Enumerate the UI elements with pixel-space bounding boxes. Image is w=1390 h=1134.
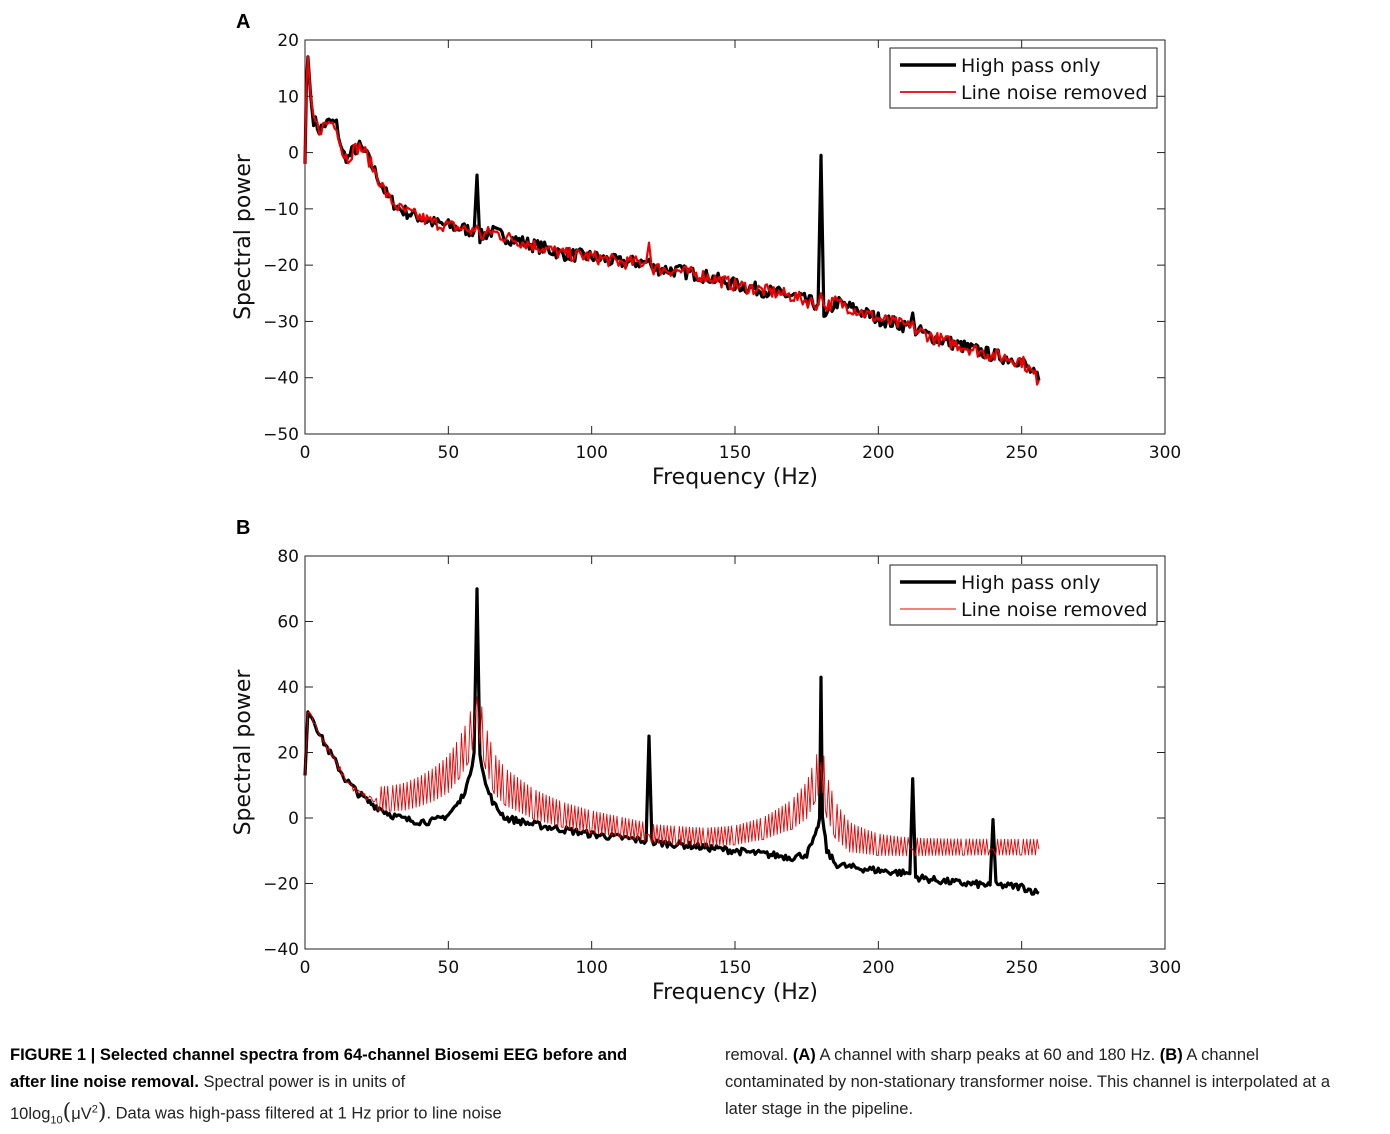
- x-tick-label: 0: [300, 443, 311, 463]
- caption-text-1: Spectral power is in units of: [203, 1073, 406, 1091]
- caption-text-a: A channel with sharp peaks at 60 and 180…: [819, 1046, 1156, 1064]
- caption-right-column: removal. (A) A channel with sharp peaks …: [725, 1042, 1350, 1134]
- formula-close-paren: ): [97, 1099, 107, 1125]
- y-tick-label: 60: [277, 613, 299, 633]
- x-tick-label: 300: [1149, 443, 1181, 463]
- y-tick-label: 80: [277, 547, 299, 567]
- legend-label-high-pass-only: High pass only: [961, 572, 1100, 594]
- formula-prefix: 10log: [10, 1104, 51, 1123]
- x-tick-label: 300: [1149, 958, 1181, 978]
- figure: A 0 50 100 150 200 250 300 20 10 0 −10 −20 −30 −40 −50 F…: [231, 11, 1181, 1005]
- legend-label-line-noise-removed: Line noise removed: [961, 599, 1147, 621]
- x-tick-label: 50: [438, 443, 460, 463]
- series-line-high-pass-only-b: [303, 587, 1040, 896]
- formula-superscript: 2: [91, 1103, 98, 1115]
- x-tick-label: 150: [719, 958, 751, 978]
- x-tick-label: 200: [862, 958, 894, 978]
- y-tick-label: −50: [263, 425, 299, 445]
- x-tick-label: 0: [300, 958, 311, 978]
- y-tick-label: 20: [277, 744, 299, 764]
- caption-left-column: FIGURE 1 | Selected channel spectra from…: [10, 1042, 650, 1134]
- legend-label-line-noise-removed: Line noise removed: [961, 82, 1147, 104]
- caption-figure-label: FIGURE 1 | Selected channel spectra from…: [10, 1046, 628, 1091]
- y-tick-label: −20: [263, 256, 299, 276]
- y-tick-label: 20: [277, 31, 299, 51]
- caption-text-3: removal.: [725, 1046, 789, 1064]
- x-tick-label: 150: [719, 443, 751, 463]
- x-axis-label: Frequency (Hz): [652, 980, 818, 1005]
- x-tick-label: 250: [1005, 958, 1037, 978]
- y-tick-label: −40: [263, 369, 299, 389]
- series-line-line-noise-removed-b: [304, 696, 1040, 857]
- formula-open-paren: (: [62, 1099, 72, 1125]
- caption-label-a: (A): [792, 1046, 816, 1064]
- legend-box-a: [889, 47, 1158, 109]
- caption-label-b: (B): [1159, 1046, 1183, 1064]
- y-tick-label: −30: [263, 312, 299, 332]
- caption-text-b: A channel contaminated by non-stationary…: [725, 1046, 1331, 1118]
- formula-subscript: 10: [50, 1113, 63, 1126]
- y-axis-label: Spectral power: [231, 153, 256, 320]
- caption-text-2: . Data was high-pass filtered at 1 Hz pr…: [106, 1104, 502, 1123]
- figure-caption: FIGURE 1 | Selected channel spectra from…: [10, 1042, 1350, 1134]
- panel-letter-b: B: [236, 517, 250, 539]
- y-tick-label: 0: [288, 809, 299, 829]
- formula-unit: μV: [71, 1104, 92, 1123]
- y-axis-label: Spectral power: [231, 669, 256, 836]
- x-tick-label: 50: [438, 958, 460, 978]
- y-tick-label: 10: [277, 87, 299, 107]
- y-tick-label: −10: [263, 200, 299, 220]
- y-tick-label: 0: [288, 144, 299, 164]
- x-tick-label: 100: [575, 443, 607, 463]
- x-axis-label: Frequency (Hz): [652, 465, 818, 490]
- panel-letter-a: A: [236, 11, 250, 33]
- y-tick-label: 40: [277, 678, 299, 698]
- y-tick-label: −40: [263, 940, 299, 960]
- caption-formula: 10log10(μV2): [10, 1100, 106, 1126]
- legend-box-b: [889, 564, 1158, 626]
- x-tick-label: 100: [575, 958, 607, 978]
- series-line-line-noise-removed-a: [303, 55, 1040, 386]
- x-tick-label: 200: [862, 443, 894, 463]
- y-tick-label: −20: [263, 875, 299, 895]
- legend-label-high-pass-only: High pass only: [961, 55, 1100, 77]
- figure-svg: A0 50 100 150 200 250 30020100−10−20−30−40−50F…: [231, 11, 1181, 1005]
- x-tick-label: 250: [1005, 443, 1037, 463]
